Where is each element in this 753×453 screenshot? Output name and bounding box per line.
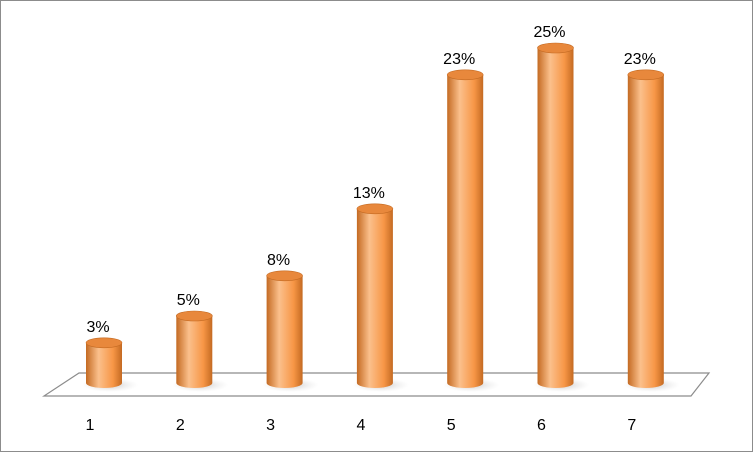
bar-top xyxy=(356,203,394,215)
data-label: 25% xyxy=(533,24,565,41)
x-tick-label: 5 xyxy=(447,417,456,434)
bar-3 xyxy=(262,270,319,392)
bar-body xyxy=(627,74,664,389)
bar-2 xyxy=(172,310,229,392)
bar-top xyxy=(446,69,484,81)
bar-6 xyxy=(533,42,590,392)
bar-1 xyxy=(82,337,138,392)
bar-5 xyxy=(443,69,500,392)
data-label: 23% xyxy=(443,51,475,68)
bar-4 xyxy=(352,203,409,392)
x-tick-label: 2 xyxy=(176,417,185,434)
x-tick-label: 7 xyxy=(627,417,636,434)
bar-body xyxy=(537,48,574,388)
x-tick-label: 1 xyxy=(86,417,95,434)
bar-top xyxy=(176,310,213,322)
data-label: 3% xyxy=(86,319,109,336)
bar-top xyxy=(85,337,123,349)
x-tick-label: 6 xyxy=(537,417,546,434)
data-label: 8% xyxy=(267,252,290,269)
bar-body xyxy=(266,275,303,388)
data-label: 23% xyxy=(624,51,656,68)
x-tick-label: 4 xyxy=(356,417,365,434)
bar-series xyxy=(82,42,680,392)
bar-top xyxy=(537,42,574,54)
bar-body xyxy=(447,74,484,389)
bar-top xyxy=(266,270,303,282)
data-label: 13% xyxy=(353,185,385,202)
bar-body xyxy=(86,342,122,388)
x-axis-tick-labels: 1 2 3 4 5 6 7 xyxy=(86,417,637,434)
bar-top xyxy=(627,69,665,81)
data-label: 5% xyxy=(177,292,200,309)
data-labels: 3% 5% 8% 13% 23% 25% 23% xyxy=(86,24,655,336)
bar-7 xyxy=(623,69,680,392)
x-tick-label: 3 xyxy=(266,417,275,434)
bar-body xyxy=(176,316,213,388)
bar-body xyxy=(356,208,393,388)
